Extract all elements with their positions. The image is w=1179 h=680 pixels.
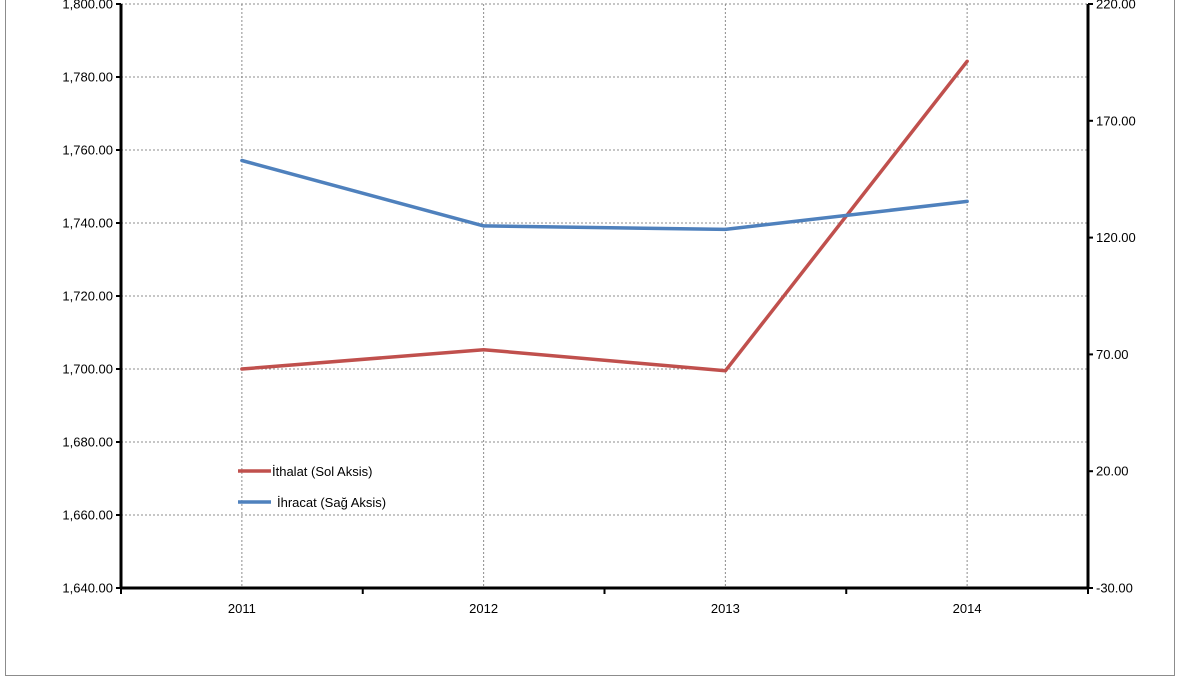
left-tick-label: 1,640.00 — [62, 581, 113, 596]
right-tick-label: 20.00 — [1096, 464, 1129, 479]
right-tick-label: 220.00 — [1096, 0, 1136, 12]
series-lines — [240, 59, 969, 373]
legend-label: İthalat (Sol Aksis) — [272, 464, 372, 479]
right-axis-ticks: -30.00 20.00 70.00 120.00 170.00 220.00 — [1088, 0, 1136, 596]
x-tick-label: 2011 — [228, 601, 256, 616]
left-tick-label: 1,740.00 — [62, 216, 113, 231]
right-tick-label: 70.00 — [1096, 347, 1129, 362]
left-tick-label: 1,680.00 — [62, 435, 113, 450]
series-line-2 — [240, 158, 969, 232]
right-tick-label: -30.00 — [1096, 581, 1133, 596]
x-tick-label: 2012 — [469, 601, 498, 616]
chart-frame — [5, 0, 1175, 676]
left-tick-label: 1,760.00 — [62, 143, 113, 158]
legend: İthalat (Sol Aksis) İhracat (Sağ Aksis) — [238, 464, 386, 510]
left-tick-label: 1,700.00 — [62, 362, 113, 377]
x-tick-label: 2014 — [953, 601, 982, 616]
right-tick-label: 120.00 — [1096, 230, 1136, 245]
right-tick-label: 170.00 — [1096, 113, 1136, 128]
left-tick-label: 1,720.00 — [62, 289, 113, 304]
left-tick-label: 1,780.00 — [62, 70, 113, 85]
left-tick-label: 1,660.00 — [62, 508, 113, 523]
series-line-1 — [240, 59, 969, 373]
left-tick-label: 1,800.00 — [62, 0, 113, 12]
x-axis-ticks: 2011 2012 2013 2014 — [120, 588, 1089, 616]
grid-lines — [121, 3, 1088, 588]
left-axis-ticks: 1,640.00 1,660.00 1,680.00 1,700.00 1,720.00… — [62, 0, 121, 596]
legend-label: İhracat (Sağ Aksis) — [277, 495, 386, 510]
x-tick-label: 2013 — [711, 601, 740, 616]
